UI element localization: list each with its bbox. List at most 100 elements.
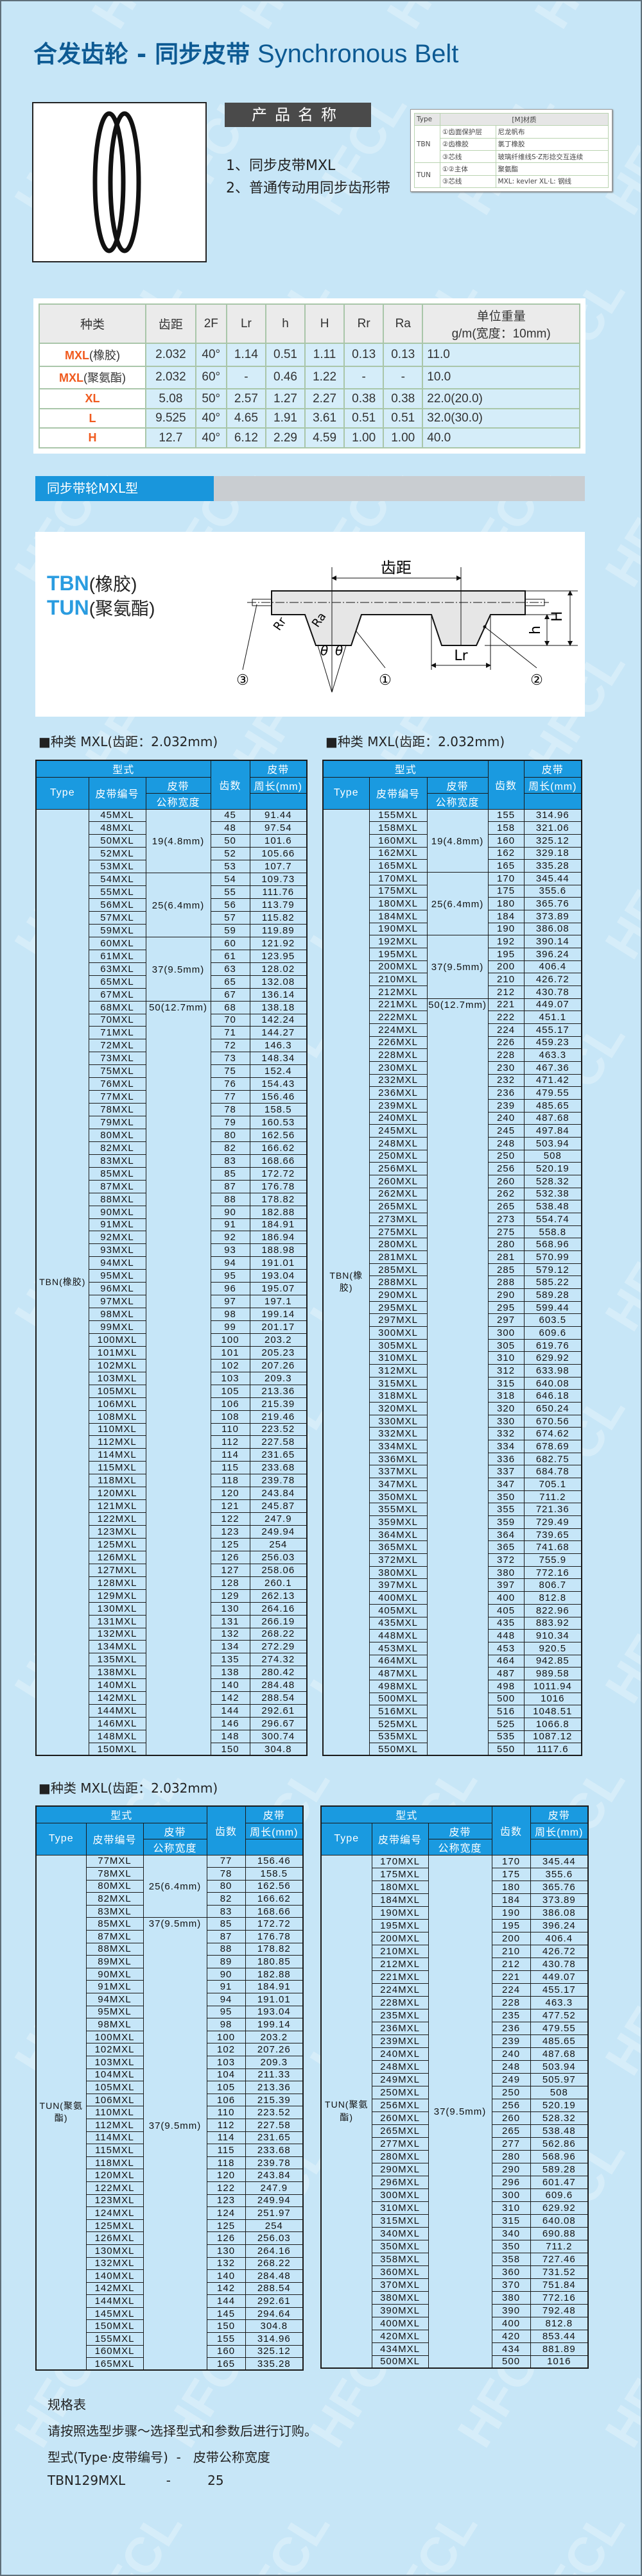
belt-code: 350MXL: [371, 2239, 429, 2253]
teeth-count: 239: [487, 1098, 525, 1113]
belt-length: 123.95: [249, 949, 308, 963]
belt-code: 236MXL: [369, 1086, 428, 1100]
table-row: 95MXL 95 193.04: [36, 2005, 304, 2019]
table-row: 310MXL 310 629.92: [321, 2201, 589, 2215]
feature-item: 2、普通传动用同步齿形带: [226, 180, 390, 196]
belt-code: 131MXL: [88, 1614, 146, 1628]
belt-length: 355.6: [523, 884, 582, 898]
belt-code: 175MXL: [371, 1867, 429, 1881]
belt-length: 678.69: [523, 1440, 582, 1453]
belt-code: 106MXL: [88, 1397, 146, 1411]
material-part: ③芯线: [440, 149, 496, 164]
belt-code: 285MXL: [369, 1263, 428, 1277]
belt-code: 330MXL: [369, 1414, 428, 1428]
belt-code: 118MXL: [88, 1474, 146, 1488]
belt-code: 80MXL: [85, 1879, 144, 1893]
table-row: 82MXL 82 166.62: [36, 1892, 304, 1906]
belt-length: 91.44: [249, 808, 308, 823]
belt-code: 320MXL: [369, 1402, 428, 1415]
belt-length: 497.84: [523, 1124, 582, 1138]
table-row: 320MXL 320 650.24: [323, 1402, 582, 1415]
belt-length: 119.89: [249, 923, 308, 937]
teeth-count: 94: [206, 1993, 246, 2006]
belt-code: 102MXL: [85, 2043, 144, 2056]
belt-length: 386.08: [523, 922, 582, 936]
table-row: 114MXL 114 231.65: [36, 1448, 308, 1462]
belt-code: 98MXL: [85, 2018, 144, 2031]
table-row: 239MXL 239 485.65: [323, 1098, 582, 1113]
belt-length: 487.68: [523, 1111, 582, 1125]
belt-code: 397MXL: [369, 1578, 428, 1592]
belt-code: 88MXL: [88, 1192, 146, 1206]
belt-length: 245.87: [249, 1499, 308, 1514]
belt-length: 508: [530, 2085, 589, 2099]
belt-code: 126MXL: [88, 1550, 146, 1564]
belt-length: 325.12: [245, 2344, 304, 2358]
table-row: 90MXL 90 182.88: [36, 1967, 304, 1981]
belt-length: 136.14: [249, 987, 308, 1002]
belt-code: 94MXL: [88, 1256, 146, 1270]
belt-length: 1087.12: [523, 1730, 582, 1744]
teeth-count: 123: [206, 2194, 246, 2208]
table-row: 453MXL 453 920.5: [323, 1641, 582, 1655]
belt-length: 207.26: [249, 1358, 308, 1372]
table-row: 248MXL 248 503.94: [321, 2060, 589, 2074]
teeth-count: 96: [210, 1282, 250, 1296]
belt-code: 101MXL: [88, 1345, 146, 1360]
teeth-count: 131: [210, 1614, 250, 1628]
belt-code: 360MXL: [371, 2265, 429, 2279]
header-code: 皮带编号: [369, 776, 428, 810]
teeth-count: 405: [487, 1603, 525, 1617]
teeth-count: 106: [210, 1397, 250, 1411]
belt-code: 296MXL: [371, 2175, 429, 2189]
watermark-text: HFCL: [594, 452, 641, 596]
teeth-count: 162: [487, 846, 525, 860]
teeth-count: 310: [491, 2201, 531, 2215]
teeth-count: 312: [487, 1364, 525, 1378]
belt-code: 332MXL: [369, 1427, 428, 1441]
teeth-count: 98: [210, 1308, 250, 1321]
teeth-count: 262: [487, 1187, 525, 1201]
header-belt: 皮带: [249, 760, 308, 778]
belt-photo: [32, 102, 207, 262]
belt-code: 126MXL: [85, 2231, 144, 2245]
belt-length: 503.94: [530, 2060, 589, 2074]
belt-length: 144.27: [249, 1026, 308, 1040]
belt-code: 142MXL: [88, 1691, 146, 1705]
spec-value: -: [383, 365, 424, 390]
table-row: 239MXL 239 485.65: [321, 2034, 589, 2048]
table-row: 295MXL 295 599.44: [323, 1301, 582, 1315]
belt-code: 57MXL: [88, 911, 146, 925]
nominal-width-cell: 19(4.8mm): [145, 808, 211, 874]
belt-length: 191.01: [245, 1993, 304, 2006]
belt-length: 579.12: [523, 1263, 582, 1277]
belt-length: 294.64: [245, 2307, 304, 2321]
belt-length: 640.08: [530, 2213, 589, 2228]
teeth-count: 305: [487, 1338, 525, 1352]
teeth-count: 190: [487, 922, 525, 936]
teeth-count: 295: [487, 1301, 525, 1315]
table-row: 130MXL 130 264.16: [36, 2244, 304, 2258]
belt-length: 314.96: [245, 2332, 304, 2346]
teeth-count: 76: [210, 1077, 250, 1091]
spec-value: 6.12: [225, 427, 266, 448]
nominal-width-label: 37(9.5mm): [431, 962, 484, 973]
table-row: 400MXL 400 812.8: [323, 1591, 582, 1605]
spec-type: XL: [38, 388, 147, 409]
table-row: 165MXL 165 335.28: [323, 859, 582, 873]
table-row: 105MXL 105 213.36: [36, 1384, 308, 1398]
belt-length: 881.89: [530, 2342, 589, 2356]
belt-code: 265MXL: [369, 1200, 428, 1213]
spec-value: 11.0: [422, 343, 580, 367]
belt-code: 262MXL: [369, 1187, 428, 1201]
belt-code: 158MXL: [369, 821, 428, 835]
belt-code: 487MXL: [369, 1667, 428, 1680]
teeth-count: 195: [487, 947, 525, 961]
belt-length: 1117.6: [523, 1743, 582, 1756]
belt-code: 310MXL: [371, 2201, 429, 2215]
belt-length: 467.36: [523, 1061, 582, 1075]
belt-code: 236MXL: [371, 2021, 429, 2035]
table-row: 265MXL 265 538.48: [323, 1200, 582, 1213]
belt-code: 435MXL: [369, 1616, 428, 1630]
watermark-text: HFCL: [594, 2313, 641, 2457]
